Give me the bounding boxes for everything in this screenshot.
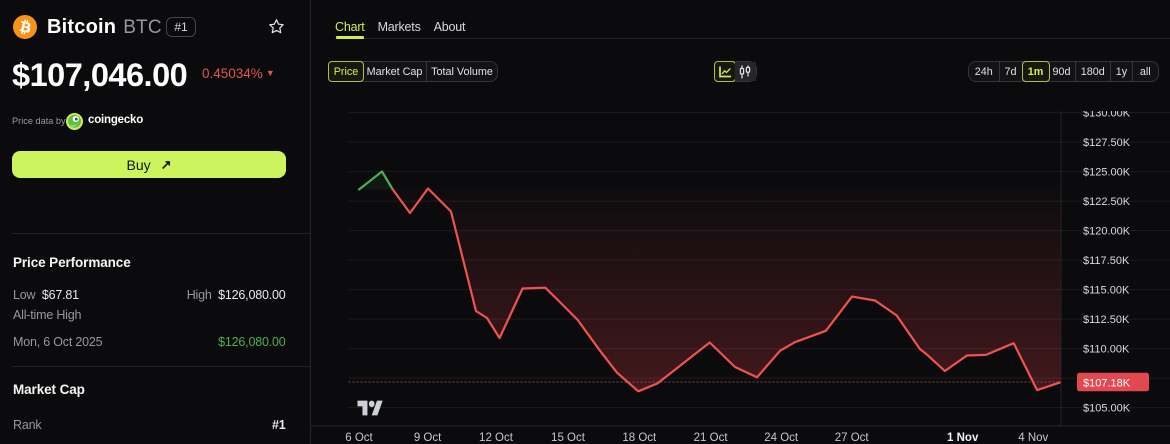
svg-text:15 Oct: 15 Oct: [551, 432, 586, 444]
svg-text:$130.00K: $130.00K: [1083, 111, 1131, 120]
svg-text:$127.50K: $127.50K: [1083, 137, 1131, 149]
svg-text:6 Oct: 6 Oct: [345, 432, 373, 444]
svg-text:4 Nov: 4 Nov: [1018, 432, 1048, 444]
svg-text:$120.00K: $120.00K: [1083, 226, 1131, 238]
svg-text:$117.50K: $117.50K: [1083, 255, 1130, 267]
svg-text:21 Oct: 21 Oct: [694, 432, 729, 444]
svg-text:27 Oct: 27 Oct: [835, 432, 870, 444]
svg-text:$115.00K: $115.00K: [1083, 285, 1130, 297]
svg-text:24 Oct: 24 Oct: [764, 432, 799, 444]
svg-text:18 Oct: 18 Oct: [622, 432, 657, 444]
svg-text:$122.50K: $122.50K: [1083, 196, 1131, 208]
svg-text:$110.00K: $110.00K: [1083, 344, 1130, 356]
svg-text:$107.18K: $107.18K: [1083, 377, 1131, 389]
svg-text:$112.50K: $112.50K: [1083, 314, 1130, 326]
svg-text:9 Oct: 9 Oct: [414, 432, 442, 444]
svg-text:$125.00K: $125.00K: [1083, 167, 1131, 179]
svg-text:$105.00K: $105.00K: [1083, 403, 1131, 415]
svg-text:1 Nov: 1 Nov: [947, 432, 979, 444]
svg-text:12 Oct: 12 Oct: [479, 432, 514, 444]
